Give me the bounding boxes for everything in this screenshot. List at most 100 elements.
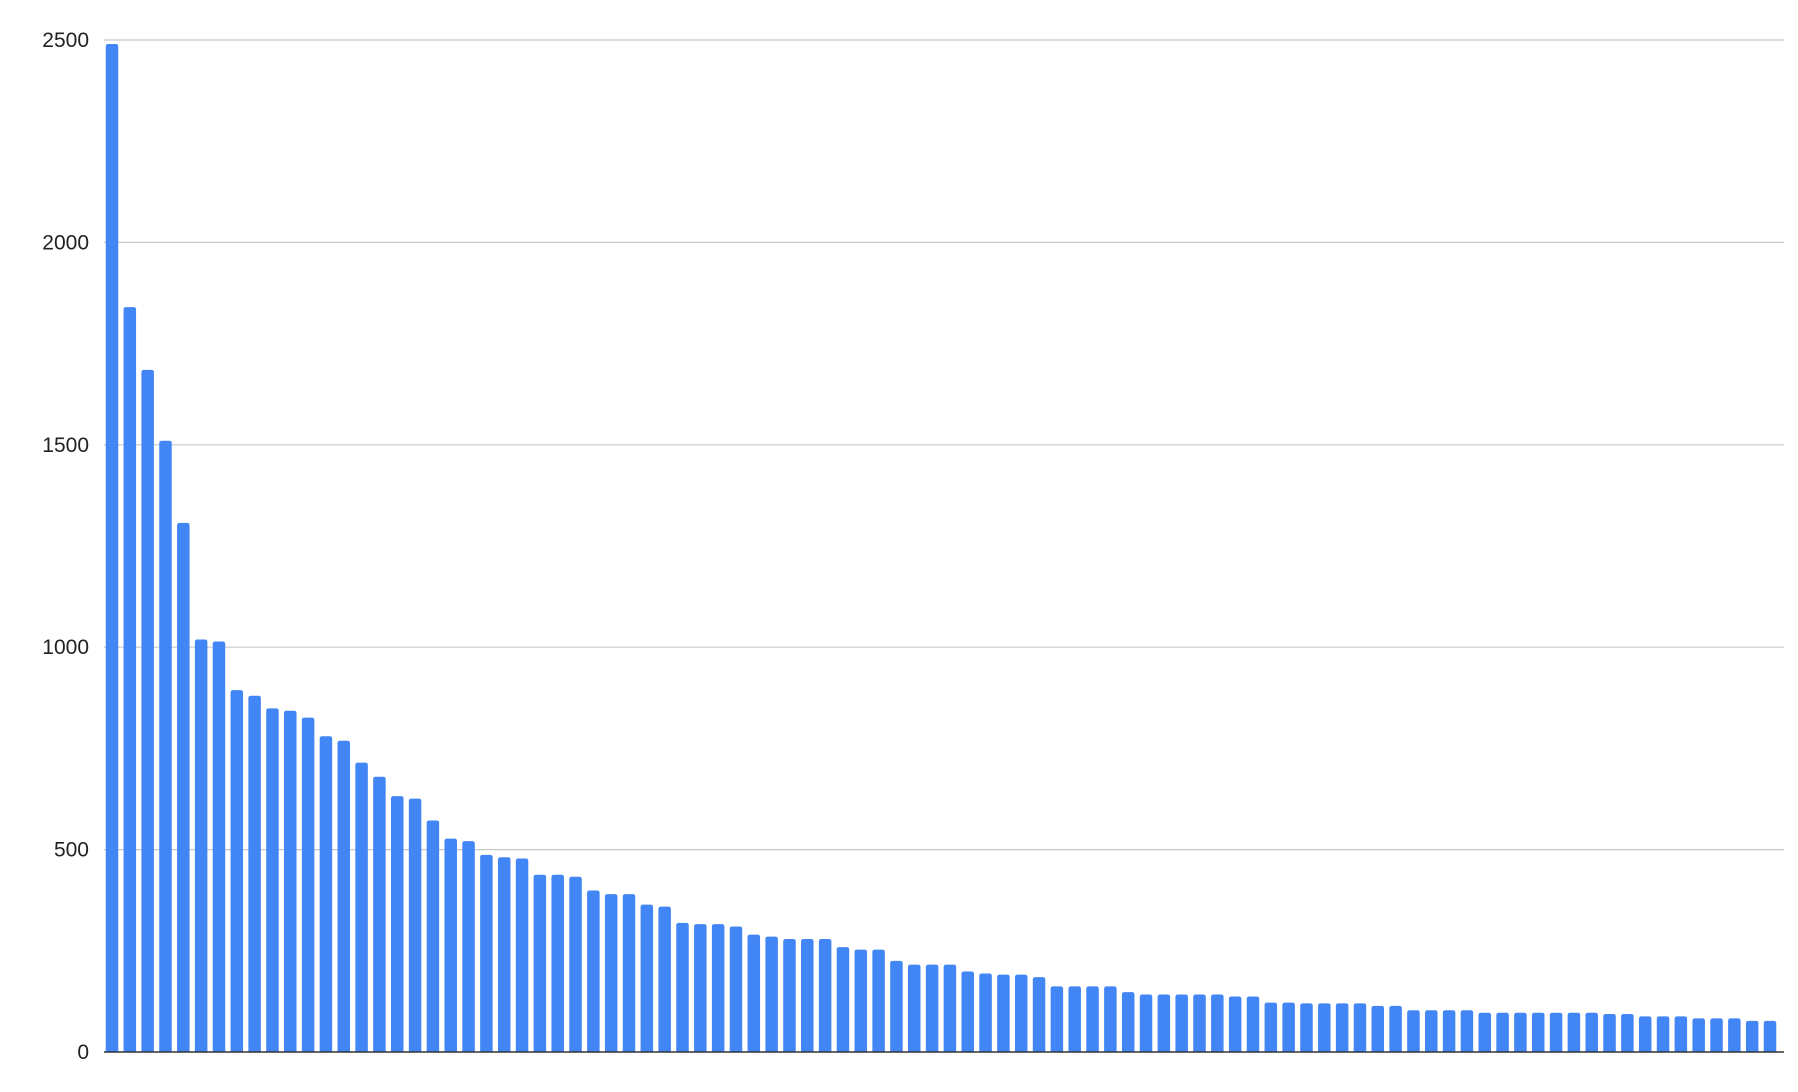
gridlines [104, 39, 1784, 851]
bar-47 [925, 964, 939, 1052]
bar-31 [640, 904, 654, 1052]
bar-10 [266, 708, 279, 1052]
bar-67 [1282, 1002, 1295, 1052]
bar-20 [444, 838, 457, 1052]
bar-12 [301, 717, 315, 1052]
bar-68 [1300, 1003, 1313, 1052]
bar-35 [711, 924, 725, 1052]
bar-21 [462, 841, 475, 1052]
bar-94 [1763, 1020, 1777, 1052]
y-axis-tick-labels: 0 500 1000 1500 2000 2500 [42, 29, 89, 1064]
bar-70 [1335, 1003, 1349, 1052]
bar-19 [426, 820, 440, 1052]
bar-33 [676, 922, 689, 1052]
bar-14 [337, 740, 351, 1052]
bar-74 [1407, 1010, 1420, 1052]
bar-16 [373, 776, 386, 1052]
bar-51 [997, 974, 1010, 1052]
bar-54 [1050, 986, 1064, 1052]
bar-50 [979, 973, 992, 1052]
bar-63 [1211, 994, 1224, 1052]
bar-39 [783, 939, 796, 1052]
bar-9 [248, 695, 261, 1052]
y-tick-label: 2500 [42, 29, 89, 52]
bar-48 [943, 964, 957, 1052]
bar-32 [658, 906, 671, 1052]
bar-30 [622, 894, 636, 1052]
bar-2 [123, 307, 137, 1053]
bar-6 [194, 639, 208, 1052]
bar-18 [408, 798, 422, 1052]
bar-13 [319, 736, 333, 1052]
bar-24 [515, 858, 529, 1052]
bar-93 [1745, 1020, 1759, 1052]
bar-61 [1175, 994, 1188, 1052]
bar-42 [836, 947, 850, 1052]
bar-86 [1621, 1013, 1634, 1052]
bar-34 [694, 924, 707, 1052]
bar-45 [890, 960, 903, 1052]
bar-79 [1496, 1012, 1509, 1052]
bar-3 [141, 369, 154, 1052]
bar-44 [872, 949, 885, 1052]
bar-84 [1585, 1012, 1598, 1052]
bar-53 [1032, 977, 1046, 1052]
bar-5 [177, 522, 190, 1052]
bar-76 [1442, 1010, 1456, 1052]
bar-11 [284, 710, 297, 1052]
bar-26 [551, 874, 564, 1052]
bar-80 [1514, 1012, 1527, 1052]
bar-69 [1318, 1003, 1331, 1052]
bar-56 [1086, 986, 1099, 1052]
bar-85 [1603, 1013, 1616, 1052]
bar-75 [1425, 1010, 1438, 1052]
bar-37 [747, 934, 761, 1052]
y-tick-label: 500 [54, 839, 89, 862]
bar-1 [105, 44, 119, 1053]
bar-62 [1193, 994, 1206, 1052]
bar-27 [569, 876, 582, 1052]
bar-90 [1692, 1018, 1705, 1052]
bar-57 [1104, 986, 1117, 1052]
bar-83 [1567, 1012, 1581, 1052]
bar-29 [604, 894, 618, 1052]
bar-60 [1157, 994, 1171, 1052]
bar-91 [1710, 1018, 1723, 1052]
y-tick-label: 1500 [42, 434, 89, 457]
y-tick-label: 2000 [42, 231, 89, 254]
bar-23 [497, 857, 511, 1052]
bars [105, 44, 1777, 1053]
bar-82 [1549, 1012, 1563, 1052]
bar-64 [1228, 996, 1242, 1052]
bar-4 [159, 440, 172, 1052]
bar-17 [390, 796, 404, 1052]
bar-22 [480, 854, 493, 1052]
bar-46 [908, 964, 921, 1052]
bar-7 [212, 641, 226, 1052]
bar-40 [801, 939, 814, 1052]
bar-43 [854, 949, 868, 1052]
bar-8 [230, 690, 244, 1052]
y-tick-label: 0 [77, 1041, 89, 1064]
bar-92 [1728, 1018, 1741, 1052]
bar-52 [1014, 974, 1028, 1052]
bar-71 [1353, 1003, 1367, 1052]
y-tick-label: 1000 [42, 636, 89, 659]
bar-49 [961, 971, 974, 1052]
bar-41 [818, 939, 832, 1052]
bar-89 [1674, 1016, 1688, 1052]
bar-81 [1531, 1012, 1545, 1052]
bar-15 [355, 762, 368, 1052]
bar-87 [1638, 1016, 1652, 1052]
bar-38 [765, 936, 778, 1052]
bar-66 [1264, 1002, 1278, 1052]
bar-58 [1121, 992, 1135, 1052]
bar-28 [587, 890, 600, 1052]
bar-36 [729, 926, 743, 1052]
bar-72 [1371, 1005, 1385, 1052]
bar-65 [1246, 996, 1260, 1052]
bar-88 [1656, 1016, 1670, 1052]
bar-59 [1139, 994, 1153, 1052]
bar-73 [1389, 1005, 1402, 1052]
